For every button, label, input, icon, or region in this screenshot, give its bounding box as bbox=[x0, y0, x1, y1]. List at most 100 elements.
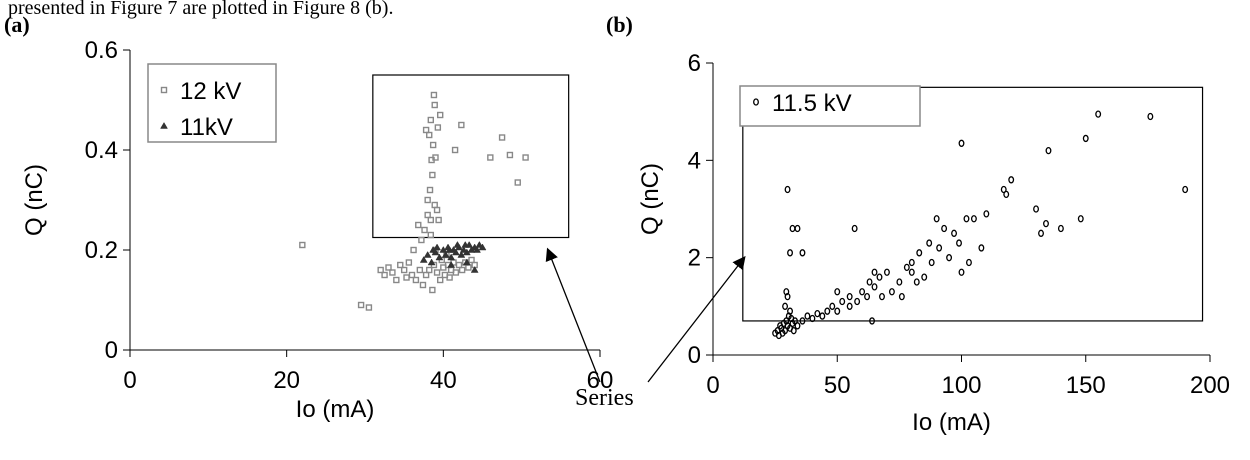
point-12kv bbox=[365, 304, 373, 311]
point-11-5kv bbox=[933, 215, 940, 223]
point-11kv bbox=[457, 251, 466, 258]
point-11kv bbox=[447, 261, 456, 268]
point-12kv bbox=[431, 201, 438, 209]
chart-panel-b: (b) 0 50 100 150 200 0 2 4 6 Io (mA) Q (nC) 11.5 kV bbox=[606, 12, 1230, 436]
point-11kv bbox=[462, 258, 471, 266]
point-11-5kv bbox=[871, 268, 878, 276]
point-12kv bbox=[393, 276, 400, 284]
annotation-arrow-a bbox=[545, 247, 601, 383]
point-12kv bbox=[381, 271, 388, 279]
point-11-5kv bbox=[876, 273, 883, 281]
highlight-box bbox=[372, 74, 570, 239]
point-11-5kv bbox=[846, 292, 853, 301]
point-12kv bbox=[455, 261, 463, 269]
point-11-5kv bbox=[784, 185, 791, 194]
legend-box bbox=[739, 85, 921, 127]
x-tick-label: 100 bbox=[941, 372, 981, 399]
point-12kv bbox=[422, 271, 430, 279]
point-11-5kv bbox=[787, 249, 793, 257]
point-12kv bbox=[446, 274, 453, 281]
point-12kv bbox=[405, 259, 413, 266]
point-11-5kv bbox=[879, 292, 885, 301]
point-11-5kv bbox=[1057, 224, 1064, 233]
point-12kv bbox=[429, 171, 436, 179]
point-12kv bbox=[468, 256, 475, 264]
point-11-5kv bbox=[921, 273, 928, 281]
point-11-5kv bbox=[1082, 134, 1089, 143]
point-12kv bbox=[458, 266, 466, 274]
point-12kv bbox=[419, 281, 427, 289]
point-12kv bbox=[430, 91, 438, 99]
point-11-5kv bbox=[829, 302, 836, 310]
point-11kv bbox=[433, 243, 442, 251]
point-12kv bbox=[385, 264, 392, 271]
point-11-5kv bbox=[970, 215, 977, 223]
legend-label: 12 kV bbox=[180, 78, 241, 105]
point-11-5kv bbox=[916, 249, 923, 257]
point-11-5kv bbox=[804, 312, 811, 320]
point-11-5kv bbox=[1045, 146, 1052, 155]
point-12kv bbox=[421, 226, 428, 234]
point-12kv bbox=[431, 101, 438, 109]
point-12kv bbox=[427, 116, 434, 124]
point-11kv bbox=[453, 241, 462, 248]
point-12kv bbox=[357, 301, 365, 309]
point-12kv bbox=[416, 266, 424, 274]
point-11-5kv bbox=[787, 307, 793, 315]
x-tick-label: 50 bbox=[824, 372, 851, 399]
y-tick-label: 6 bbox=[688, 50, 701, 77]
panel-label: (a) bbox=[4, 12, 30, 37]
y-tick-label: 0.4 bbox=[85, 137, 118, 164]
x-tick-label: 200 bbox=[1190, 372, 1230, 399]
point-11-5kv bbox=[854, 297, 861, 306]
point-12kv bbox=[424, 211, 431, 219]
point-12kv bbox=[452, 269, 460, 276]
point-12kv bbox=[451, 146, 459, 154]
annotation-text: Series bbox=[575, 385, 634, 411]
point-11-5kv bbox=[790, 327, 797, 335]
point-11-5kv bbox=[824, 307, 831, 315]
point-12kv bbox=[410, 246, 417, 254]
point-11-5kv bbox=[834, 307, 841, 315]
point-11-5kv bbox=[799, 317, 806, 325]
annotation-arrow-b bbox=[647, 255, 746, 383]
x-tick-label: 0 bbox=[123, 367, 136, 394]
x-axis-label: Io (mA) bbox=[296, 396, 375, 423]
point-11kv bbox=[478, 243, 487, 251]
point-11-5kv bbox=[983, 210, 990, 218]
point-12kv bbox=[415, 221, 422, 229]
point-11-5kv bbox=[908, 258, 915, 267]
point-11-5kv bbox=[936, 244, 943, 252]
point-11-5kv bbox=[866, 278, 873, 286]
point-11kv bbox=[419, 256, 428, 263]
point-11-5kv bbox=[834, 288, 841, 296]
point-12kv bbox=[429, 286, 436, 294]
point-11-5kv bbox=[851, 224, 858, 233]
point-12kv bbox=[433, 206, 441, 214]
point-12kv bbox=[377, 266, 384, 274]
point-11-5kv bbox=[958, 268, 965, 276]
point-11-5kv bbox=[819, 312, 826, 320]
point-11kv bbox=[447, 253, 456, 261]
point-11-5kv bbox=[966, 258, 972, 267]
point-11-5kv bbox=[1182, 185, 1189, 194]
point-11-5kv bbox=[753, 98, 759, 106]
x-tick-label: 0 bbox=[706, 372, 719, 399]
point-12kv bbox=[403, 274, 410, 281]
point-12kv bbox=[522, 154, 529, 161]
point-11kv bbox=[441, 251, 450, 258]
panel-label: (b) bbox=[606, 12, 633, 37]
point-12kv bbox=[428, 156, 435, 164]
point-11kv bbox=[429, 246, 438, 253]
x-tick-label: 150 bbox=[1066, 372, 1106, 399]
point-12kv bbox=[429, 141, 437, 149]
point-12kv bbox=[458, 121, 465, 129]
point-11-5kv bbox=[958, 139, 965, 147]
point-12kv bbox=[506, 151, 514, 159]
point-11-5kv bbox=[799, 249, 806, 257]
point-11-5kv bbox=[978, 244, 985, 252]
point-11kv bbox=[470, 266, 479, 273]
point-11-5kv bbox=[1147, 112, 1154, 121]
